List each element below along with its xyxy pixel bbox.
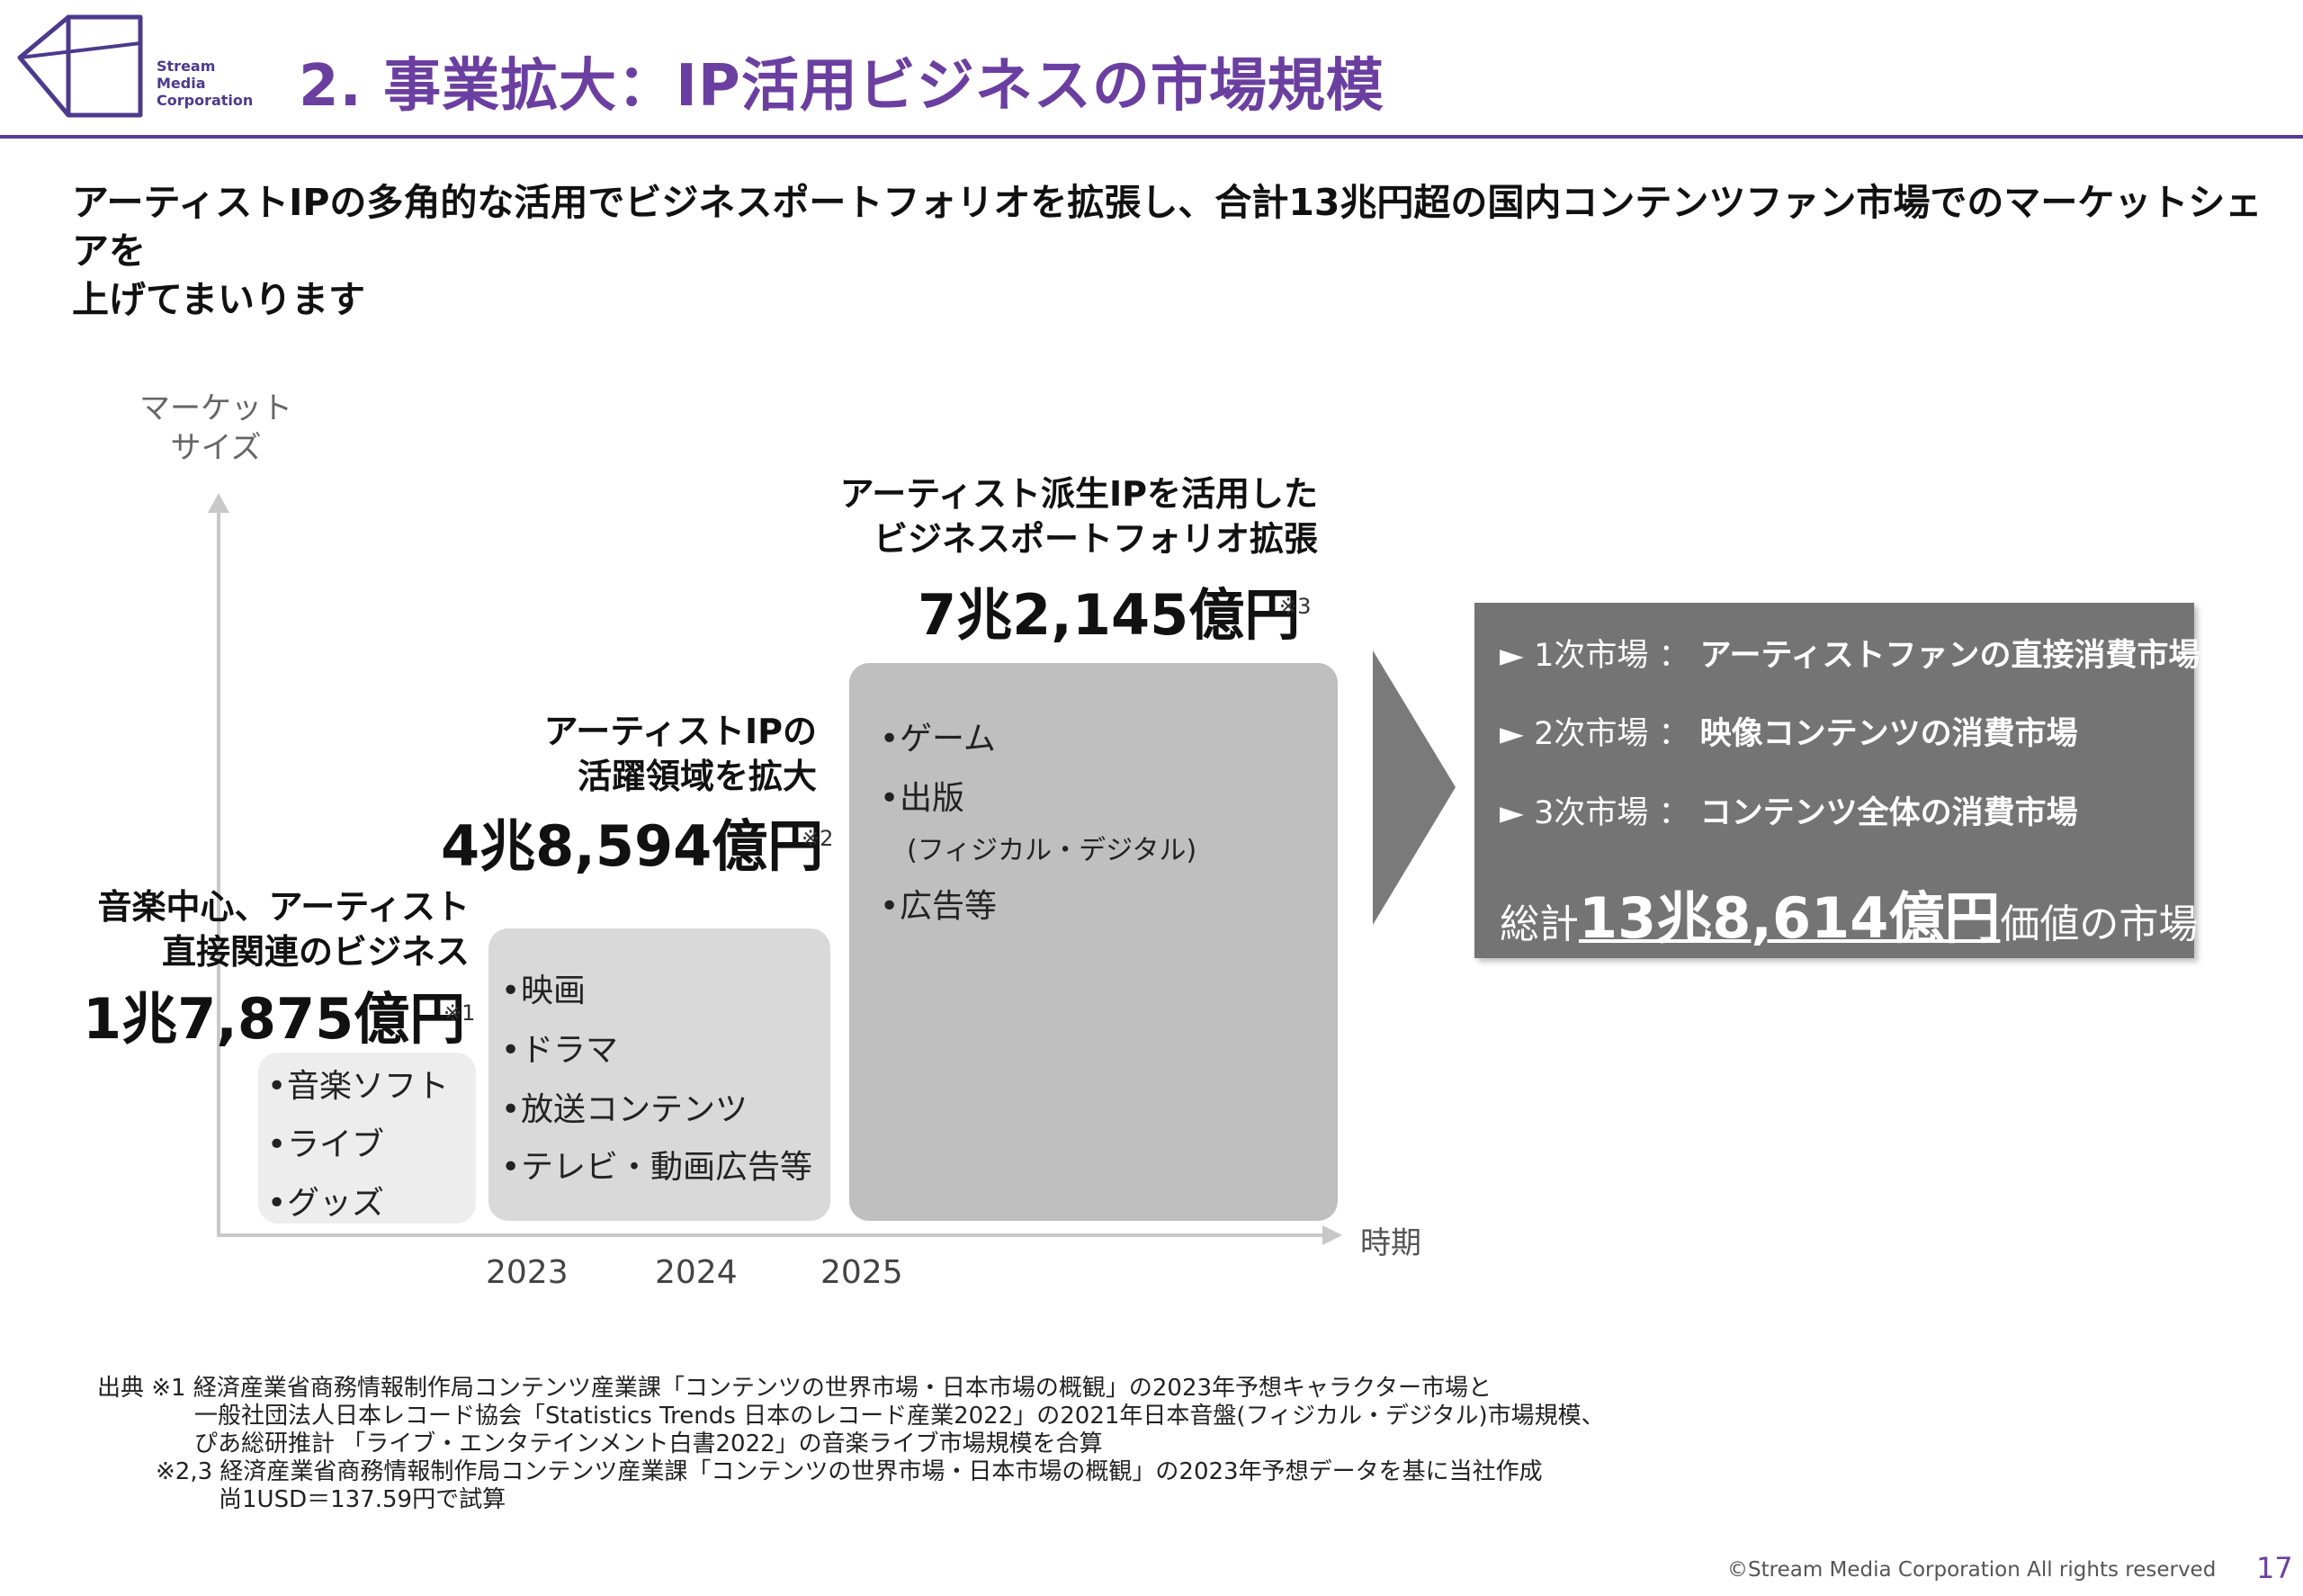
source-line: ※2,3 経済産業省商務情報制作局コンテンツ産業課「コンテンツの世界市場・日本市…: [156, 1458, 1543, 1485]
y-axis-arrow-icon: [208, 493, 229, 513]
y-axis-label: マーケット サイズ: [135, 389, 297, 468]
source-line: 一般社団法人日本レコード協会「Statistics Trends 日本のレコード…: [194, 1403, 1605, 1430]
stage3-item: •出版: [880, 780, 965, 817]
stage3-item: •広告等: [880, 888, 998, 925]
stage2-item: •放送コンテンツ: [501, 1091, 748, 1128]
market-summary-panel: ► 1次市場 ： アーティストファンの直接消費市場 ► 2次市場 ： 映像コンテ…: [1474, 603, 2200, 958]
stage1-box: [258, 1053, 476, 1224]
stage3-item: •ゲーム: [880, 721, 996, 758]
copyright: ©Stream Media Corporation All rights res…: [1727, 1558, 2217, 1582]
year-label-2024: 2024: [655, 1254, 738, 1291]
bullet-arrow-icon: ►: [1500, 716, 1524, 752]
stage2-item: •テレビ・動画広告等: [501, 1149, 813, 1186]
stage3-box: [849, 663, 1338, 1221]
year-label-2025: 2025: [820, 1254, 903, 1291]
stage1-item: •ライブ: [267, 1126, 385, 1163]
y-axis-label-line: マーケット: [139, 390, 292, 426]
market-label: 3次市場: [1534, 795, 1649, 831]
logo-line: Media: [157, 75, 206, 92]
stage2-note: ※2: [802, 826, 834, 851]
stage1-item: •グッズ: [267, 1185, 385, 1222]
stage2-caption-line: 活躍領域を拡大: [577, 757, 817, 796]
y-axis-label-line: サイズ: [170, 430, 262, 466]
market-separator: ：: [1658, 795, 1690, 831]
market-desc: 映像コンテンツの消費市場: [1699, 716, 2078, 752]
lead-text: アーティストIPの多角的な活用でビジネスポートフォリオを拡張し、合計13兆円超の…: [72, 178, 2294, 324]
market-label: 2次市場: [1534, 716, 1649, 752]
logo-mark-icon: [17, 14, 143, 118]
market-row-2: ► 2次市場 ： 映像コンテンツの消費市場: [1500, 708, 2078, 754]
stage3-note: ※3: [1279, 594, 1312, 619]
logo-text: Stream Media Corporation: [157, 58, 253, 109]
stage2-caption: アーティストIPの 活躍領域を拡大: [544, 709, 817, 799]
total-prefix: 総計: [1500, 901, 1579, 947]
stage2-item: •映画: [501, 973, 587, 1009]
stage2-caption-line: アーティストIPの: [543, 712, 817, 751]
stage3-caption: アーティスト派生IPを活用した ビジネスポートフォリオ拡張: [840, 471, 1318, 561]
market-row-1: ► 1次市場 ： アーティストファンの直接消費市場: [1500, 630, 2200, 676]
x-axis-arrow-icon: [1322, 1225, 1342, 1245]
x-axis-label: 時期: [1360, 1225, 1421, 1261]
market-desc: コンテンツ全体の消費市場: [1699, 795, 2078, 831]
sources-note: 出典 ※1 経済産業省商務情報制作局コンテンツ産業課「コンテンツの世界市場・日本…: [97, 1375, 1605, 1514]
logo-line: Corporation: [157, 92, 254, 109]
market-row-3: ► 3次市場 ： コンテンツ全体の消費市場: [1500, 787, 2078, 833]
stage1-note: ※1: [444, 1000, 476, 1026]
stage1-caption-line: 直接関連のビジネス: [161, 932, 470, 972]
stage2-box: [488, 928, 830, 1221]
source-line: ぴあ総研推計 「ライブ・エンタテインメント白書2022」の音楽ライブ市場規模を合…: [194, 1430, 1103, 1457]
page-number: 17: [2256, 1551, 2293, 1585]
page-title: 2. 事業拡大：IP活用ビジネスの市場規模: [299, 53, 1384, 120]
total-row: 総計13兆8,614億円価値の市場: [1500, 873, 2198, 954]
stage1-item: •音楽ソフト: [267, 1068, 450, 1105]
stage3-amount: 7兆2,145億円: [918, 582, 1301, 648]
market-separator: ：: [1658, 638, 1690, 674]
lead-line-2: 上げてまいります: [72, 278, 365, 321]
company-logo: [16, 13, 259, 121]
source-line: 出典 ※1 経済産業省商務情報制作局コンテンツ産業課「コンテンツの世界市場・日本…: [97, 1375, 1492, 1402]
market-desc: アーティストファンの直接消費市場: [1699, 638, 2200, 674]
total-suffix: 価値の市場: [2000, 901, 2199, 947]
y-axis-line: [217, 504, 220, 1237]
stage3-caption-line: ビジネスポートフォリオ拡張: [873, 519, 1318, 559]
year-label-2023: 2023: [486, 1254, 569, 1291]
source-line: 尚1USD＝137.59円で試算: [219, 1486, 506, 1513]
header-divider: [0, 135, 2303, 139]
stage3-item-subnote: (フィジカル・デジタル): [907, 835, 1197, 866]
chevron-right-icon: [1373, 650, 1456, 925]
market-label: 1次市場: [1534, 638, 1649, 674]
stage1-caption-line: 音楽中心、アーティスト: [97, 887, 470, 927]
bullet-arrow-icon: ►: [1500, 795, 1524, 831]
stage1-amount: 1兆7,875億円: [83, 986, 466, 1052]
logo-line: Stream: [157, 58, 216, 75]
stage1-caption: 音楽中心、アーティスト 直接関連のビジネス: [98, 884, 470, 974]
x-axis-line: [217, 1233, 1325, 1237]
lead-line-1: アーティストIPの多角的な活用でビジネスポートフォリオを拡張し、合計13兆円超の…: [72, 181, 2263, 273]
stage3-caption-line: アーティスト派生IPを活用した: [839, 474, 1318, 514]
stage2-amount: 4兆8,594億円: [441, 813, 824, 879]
bullet-arrow-icon: ►: [1500, 638, 1524, 674]
total-value: 13兆8,614億円: [1579, 885, 2001, 951]
market-separator: ：: [1658, 716, 1690, 752]
stage2-item: •ドラマ: [501, 1032, 619, 1069]
